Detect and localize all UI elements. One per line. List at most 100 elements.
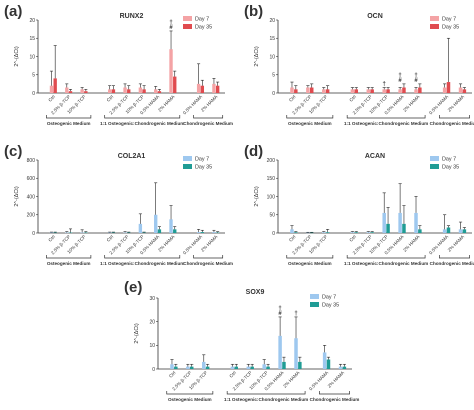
group-bracket bbox=[346, 255, 426, 259]
bar-1-9 bbox=[215, 85, 220, 93]
legend-label-0: Day 7 bbox=[195, 157, 209, 163]
bar-0-3 bbox=[350, 232, 355, 233]
legend-label-1: Day 35 bbox=[195, 165, 212, 171]
bar-0-5 bbox=[382, 89, 386, 93]
bar-1-1 bbox=[309, 232, 314, 234]
significance-marker: † # bbox=[398, 73, 402, 84]
group-bracket bbox=[46, 115, 92, 119]
bar-1-5 bbox=[142, 89, 146, 93]
bar-1-2 bbox=[84, 232, 88, 234]
bar-0-0 bbox=[290, 87, 294, 93]
group-label: Osteogenic Medium bbox=[168, 397, 212, 402]
bar-0-0 bbox=[49, 85, 54, 93]
bar-1-0 bbox=[53, 78, 57, 93]
bar-0-6 bbox=[398, 212, 402, 233]
bar-0-5 bbox=[138, 87, 143, 93]
bar-0-5 bbox=[138, 223, 143, 233]
bar-1-5 bbox=[142, 232, 146, 234]
legend-swatch-0 bbox=[183, 16, 192, 21]
category-label: 2% HAMA bbox=[447, 234, 466, 253]
bar-0-3 bbox=[108, 232, 112, 234]
y-tick-label: 0 bbox=[152, 367, 155, 373]
panel-letter: (a) bbox=[4, 3, 22, 20]
y-tick-label: 15 bbox=[269, 36, 275, 42]
bar-0-3 bbox=[108, 89, 112, 93]
y-axis-label: 2^-(ΔCt) bbox=[14, 46, 20, 66]
bar-1-7 bbox=[173, 229, 177, 233]
bar-1-9 bbox=[215, 232, 220, 234]
bar-1-0 bbox=[294, 232, 298, 233]
y-tick-label: 0 bbox=[32, 231, 35, 237]
category-label: Ctrl bbox=[106, 94, 115, 103]
group-label: Chondrogenic Medium bbox=[310, 397, 360, 402]
group-label: 1:1 Osteogenic:Chondrogenic Medium bbox=[100, 261, 184, 266]
bar-1-3 bbox=[111, 89, 116, 93]
bar-0-8 bbox=[442, 229, 447, 233]
chart-title: OCN bbox=[367, 13, 383, 20]
category-label: 0.5% HAMA bbox=[428, 234, 450, 256]
y-tick-label: 15 bbox=[29, 36, 35, 42]
category-label: Ctrl bbox=[228, 370, 237, 379]
y-tick-label: 5 bbox=[32, 73, 35, 79]
bar-1-7 bbox=[418, 87, 422, 93]
category-label: 0.5% HAMA bbox=[308, 370, 330, 392]
legend-label-0: Day 7 bbox=[322, 295, 336, 301]
category-label: 0.5% HAMA bbox=[428, 94, 450, 116]
category-label: Ctrl bbox=[288, 234, 297, 243]
category-label: 2% HAMA bbox=[282, 370, 301, 389]
chart-title: RUNX2 bbox=[120, 13, 144, 20]
bar-1-5 bbox=[266, 366, 270, 369]
bar-1-4 bbox=[127, 89, 131, 93]
group-bracket bbox=[439, 255, 470, 259]
legend-label-1: Day 35 bbox=[442, 165, 459, 171]
group-label: Osteogenic Medium bbox=[47, 261, 91, 266]
y-tick-label: 600 bbox=[27, 176, 36, 182]
y-axis-label: 2^-(ΔCt) bbox=[254, 46, 260, 66]
significance-marker: † bbox=[383, 82, 386, 88]
bar-0-9 bbox=[212, 83, 216, 93]
bar-1-3 bbox=[111, 232, 116, 234]
group-bracket bbox=[346, 115, 426, 119]
bar-0-7 bbox=[169, 219, 173, 233]
bar-1-1 bbox=[68, 91, 73, 93]
y-tick-label: 200 bbox=[27, 213, 36, 219]
legend-swatch-0 bbox=[183, 156, 192, 161]
y-axis-label: 2^-(ΔCt) bbox=[254, 186, 260, 206]
y-tick-label: 800 bbox=[27, 158, 36, 164]
y-tick-label: 200 bbox=[267, 158, 276, 164]
bar-0-8 bbox=[442, 87, 447, 93]
category-label: 2% HAMA bbox=[447, 94, 466, 113]
category-label: 0.5% HAMA bbox=[182, 94, 204, 116]
bar-0-8 bbox=[196, 83, 201, 93]
legend-swatch-1 bbox=[430, 164, 439, 169]
bar-1-9 bbox=[462, 229, 467, 233]
bar-1-6 bbox=[402, 223, 406, 233]
y-tick-label: 10 bbox=[29, 54, 35, 60]
bar-0-8 bbox=[196, 232, 201, 233]
bar-0-6 bbox=[398, 89, 402, 93]
chart-title: SOX9 bbox=[246, 289, 265, 296]
bar-0-1 bbox=[65, 232, 69, 234]
bar-1-4 bbox=[250, 366, 254, 369]
bar-0-3 bbox=[230, 366, 235, 369]
bar-0-7 bbox=[414, 212, 418, 233]
bar-1-8 bbox=[446, 82, 451, 93]
legend-swatch-1 bbox=[430, 24, 439, 29]
legend-label-1: Day 35 bbox=[322, 303, 339, 309]
panel-letter: (b) bbox=[244, 3, 263, 20]
y-tick-label: 10 bbox=[149, 343, 155, 349]
group-label: 1:1 Osteogenic:Chondrogenic Medium bbox=[100, 121, 184, 126]
bar-1-7 bbox=[173, 76, 177, 93]
bar-0-4 bbox=[246, 366, 251, 369]
bar-0-1 bbox=[65, 87, 69, 93]
group-bracket bbox=[439, 115, 470, 119]
category-label: Ctrl bbox=[348, 234, 357, 243]
significance-marker-line: # bbox=[414, 78, 418, 84]
significance-marker-line: # bbox=[398, 78, 402, 84]
legend-swatch-1 bbox=[183, 164, 192, 169]
legend-swatch-1 bbox=[183, 24, 192, 29]
group-bracket bbox=[193, 115, 224, 119]
bar-0-2 bbox=[80, 232, 84, 234]
bar-0-9 bbox=[212, 232, 216, 233]
bar-0-0 bbox=[170, 364, 174, 369]
